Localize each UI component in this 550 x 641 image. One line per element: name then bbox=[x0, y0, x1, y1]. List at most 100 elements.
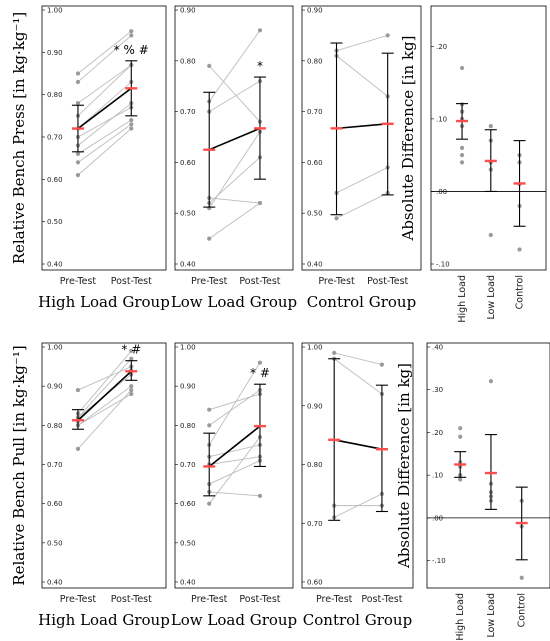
difference-point bbox=[458, 434, 463, 439]
y-tick-label: 0.50 bbox=[307, 210, 323, 218]
participant-line bbox=[77, 385, 132, 426]
participant-line bbox=[209, 444, 261, 458]
x-tick-label: Pre-Test bbox=[60, 594, 97, 605]
y-tick-label: 0.40 bbox=[180, 579, 196, 587]
pre-test-point bbox=[207, 63, 212, 68]
y-tick-label: 0.50 bbox=[47, 539, 63, 547]
y-tick-label: 0.80 bbox=[180, 422, 196, 430]
x-tick-label: Pre-Test bbox=[316, 594, 353, 605]
pre-test-point bbox=[75, 101, 81, 106]
plot-frame bbox=[174, 342, 294, 589]
panel-bench-press-low-load: 0.40 0.50 0.60 0.70 0.80 0.90 Pre-Test Post-Tes… bbox=[171, 5, 297, 311]
pre-test-point bbox=[334, 216, 339, 221]
y-tick-label: 0.60 bbox=[180, 500, 196, 508]
panel-bench-pull-low-load: 0.40 0.50 0.60 0.70 0.80 0.90 1.00 Pre-Test Post… bbox=[171, 342, 297, 629]
participant-line bbox=[77, 123, 132, 163]
pre-test-point bbox=[75, 151, 81, 157]
panel-bench-pull-control: 0.60 0.70 0.80 0.90 1.00 Pre-Test Post-Test Con… bbox=[301, 342, 414, 629]
pre-test-point bbox=[75, 387, 81, 393]
y-axis-title: Relative Bench Press [in kg·kg⁻¹] bbox=[10, 12, 28, 265]
panel-bench-press-control: 0.40 0.50 0.60 0.70 0.80 0.90 Pre-Test Post-Tes… bbox=[301, 5, 422, 311]
y-tick-label: 0.90 bbox=[180, 383, 196, 391]
participant-line bbox=[77, 389, 132, 450]
pre-test-point bbox=[332, 350, 337, 355]
y-tick-label: 0.70 bbox=[307, 520, 323, 528]
y-axis-title: Absolute Difference [in kg] bbox=[399, 35, 417, 241]
participant-line bbox=[208, 65, 261, 123]
group-title: Control Group bbox=[303, 611, 412, 629]
y-tick-label: 0.80 bbox=[307, 57, 323, 65]
y-tick-label: 0.60 bbox=[47, 500, 63, 508]
participant-line bbox=[77, 64, 132, 117]
y-tick-label: .30 bbox=[432, 386, 443, 394]
participant-line bbox=[77, 366, 132, 391]
difference-point bbox=[458, 426, 463, 431]
y-tick-label: 0.60 bbox=[307, 159, 323, 167]
difference-point bbox=[459, 65, 465, 71]
y-tick-label: 0.90 bbox=[307, 402, 323, 410]
plot-frame bbox=[301, 342, 414, 589]
participant-line bbox=[77, 350, 132, 414]
participant-line bbox=[77, 102, 132, 146]
y-tick-label: 0.90 bbox=[180, 7, 196, 15]
post-test-point bbox=[129, 33, 134, 38]
y-tick-label: 0.60 bbox=[180, 159, 196, 167]
post-test-point bbox=[257, 360, 263, 365]
x-tick-label: Pre-Test bbox=[191, 276, 228, 287]
y-tick-label: .10 bbox=[436, 115, 447, 123]
participant-line bbox=[77, 128, 132, 176]
pre-test-point bbox=[207, 423, 212, 428]
panel-bench-pull-difference: -.10 .00 .10 .20 .30 .40 High Load Low Load Cont… bbox=[395, 342, 550, 641]
significance-marker: * # bbox=[250, 366, 270, 380]
y-tick-label: 0.80 bbox=[180, 57, 196, 65]
participant-line bbox=[209, 460, 261, 485]
y-tick-label: 0.50 bbox=[180, 539, 196, 547]
post-test-point bbox=[129, 356, 134, 361]
participant-line bbox=[336, 192, 388, 219]
pre-test-point bbox=[75, 446, 81, 451]
difference-point bbox=[459, 145, 465, 150]
post-test-point bbox=[129, 126, 134, 131]
x-tick-label: Post-Test bbox=[111, 276, 152, 287]
pre-test-point bbox=[207, 501, 212, 506]
participant-line bbox=[77, 35, 132, 83]
x-tick-label: Pre-Test bbox=[191, 594, 228, 605]
y-tick-label: 0.90 bbox=[47, 49, 63, 57]
post-test-point bbox=[129, 384, 134, 389]
y-tick-label: 0.60 bbox=[307, 579, 323, 587]
participant-line bbox=[77, 106, 132, 138]
y-tick-label: .10 bbox=[432, 472, 443, 480]
y-tick-label: 0.80 bbox=[47, 422, 63, 430]
group-title: Control Group bbox=[307, 293, 416, 311]
difference-point bbox=[517, 247, 522, 252]
post-test-point bbox=[129, 29, 134, 34]
post-test-point bbox=[129, 117, 134, 123]
x-tick-label: Pre-Test bbox=[318, 276, 355, 287]
participant-line bbox=[333, 358, 383, 395]
y-tick-label: 0.80 bbox=[307, 461, 323, 469]
difference-point bbox=[488, 379, 494, 384]
y-tick-label: -.10 bbox=[436, 261, 450, 269]
y-tick-label: 0.70 bbox=[180, 461, 196, 469]
participant-line bbox=[336, 167, 388, 194]
y-tick-label: 1.00 bbox=[47, 344, 63, 352]
y-tick-label: 0.70 bbox=[47, 134, 63, 142]
plot-frame bbox=[426, 342, 550, 589]
difference-point bbox=[488, 124, 493, 129]
participant-line bbox=[208, 80, 261, 112]
pre-test-point bbox=[75, 173, 81, 178]
mean-line bbox=[77, 87, 132, 130]
plot-frame bbox=[174, 5, 294, 271]
significance-marker: * # bbox=[121, 343, 141, 357]
participant-line bbox=[209, 456, 261, 465]
participant-line bbox=[77, 119, 132, 155]
y-tick-label: 0.40 bbox=[307, 261, 323, 269]
y-tick-label: 1.00 bbox=[180, 344, 196, 352]
y-tick-label: .00 bbox=[432, 514, 443, 522]
x-tick-label: Control bbox=[517, 593, 528, 627]
participant-line bbox=[77, 64, 132, 104]
y-tick-label: 0.50 bbox=[180, 210, 196, 218]
mean-line bbox=[77, 370, 132, 421]
post-test-point bbox=[257, 493, 263, 498]
